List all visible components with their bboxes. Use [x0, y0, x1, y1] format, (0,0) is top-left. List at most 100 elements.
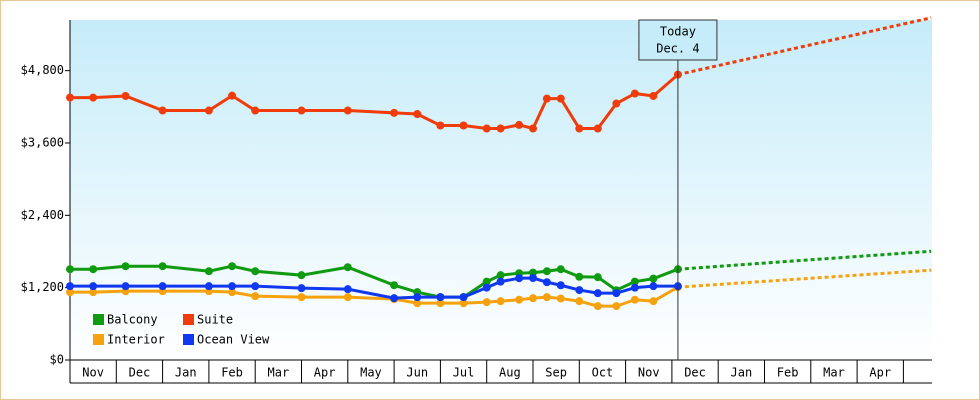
point [542, 293, 551, 302]
point [158, 282, 167, 291]
point [343, 285, 352, 294]
point [630, 295, 639, 304]
x-tick-label: Feb [777, 366, 799, 380]
point [436, 299, 445, 308]
x-tick-label: Jul [453, 366, 475, 380]
legend-swatch [183, 334, 194, 345]
point [612, 99, 621, 108]
point [630, 283, 639, 292]
legend-label: Balcony [107, 313, 158, 327]
point [89, 93, 98, 102]
point [459, 299, 468, 308]
point [482, 277, 491, 286]
point [228, 282, 237, 291]
point [158, 106, 167, 115]
point [575, 124, 584, 133]
point [496, 297, 505, 306]
forecast-line [677, 16, 932, 77]
x-tick-label: Dec [684, 366, 706, 380]
point [297, 106, 306, 115]
point [556, 281, 565, 290]
x-tick-label: Jun [406, 366, 428, 380]
point [482, 298, 491, 307]
point [228, 288, 237, 297]
x-tick-label: Nov [82, 366, 104, 380]
point [66, 265, 74, 274]
point [649, 282, 658, 291]
point [121, 91, 130, 100]
point [436, 121, 445, 130]
x-tick-label: Nov [638, 366, 660, 380]
x-tick-label: Mar [823, 366, 845, 380]
point [556, 265, 565, 274]
point [121, 262, 130, 271]
plot-area [70, 20, 932, 360]
point [496, 277, 505, 286]
point [542, 278, 551, 287]
point [515, 295, 524, 304]
point [390, 281, 399, 290]
point [459, 121, 468, 130]
point [413, 110, 422, 119]
point [158, 262, 167, 271]
x-tick-label: Apr [314, 366, 336, 380]
point [542, 267, 551, 276]
point [593, 124, 602, 133]
point [649, 274, 658, 283]
point [542, 94, 551, 103]
point [251, 282, 260, 291]
point [529, 124, 537, 133]
point [297, 271, 306, 280]
point [612, 289, 621, 298]
x-tick-label: Mar [268, 366, 290, 380]
point [89, 282, 98, 291]
x-tick-label: Oct [592, 366, 614, 380]
point [529, 294, 537, 303]
forecast-line [677, 268, 932, 289]
point [593, 302, 602, 311]
point [413, 299, 422, 308]
point [496, 124, 505, 133]
today-label: Today [660, 25, 696, 39]
legend-swatch [183, 314, 194, 325]
y-tick-label: $4,800 [21, 63, 64, 77]
point [251, 106, 260, 115]
point [390, 108, 399, 117]
today-label: Dec. 4 [656, 42, 699, 56]
point [297, 284, 306, 293]
point [89, 265, 98, 274]
legend-label: Suite [197, 313, 233, 327]
point [436, 293, 445, 302]
point [556, 294, 565, 303]
point [556, 94, 565, 103]
point [343, 106, 352, 115]
point [496, 271, 505, 280]
x-tick-label: May [360, 366, 382, 380]
point [343, 263, 352, 272]
point [390, 294, 399, 303]
point [459, 293, 468, 302]
legend-swatch [93, 334, 104, 345]
y-tick-label: $0 [50, 353, 64, 367]
point [630, 89, 639, 98]
x-tick-label: Dec [129, 366, 151, 380]
point [413, 293, 422, 302]
y-tick-label: $2,400 [21, 208, 64, 222]
x-tick-label: Sep [545, 366, 567, 380]
point [204, 282, 213, 291]
point [482, 124, 491, 133]
point [593, 273, 602, 282]
x-tick-label: Feb [221, 366, 243, 380]
forecast-line [677, 249, 932, 271]
point [228, 91, 237, 100]
point [89, 288, 98, 297]
point [593, 289, 602, 298]
point [575, 272, 584, 281]
point [649, 297, 658, 306]
point [575, 297, 584, 306]
point [251, 292, 260, 301]
point [66, 288, 74, 297]
point [204, 106, 213, 115]
x-tick-label: Apr [869, 366, 891, 380]
